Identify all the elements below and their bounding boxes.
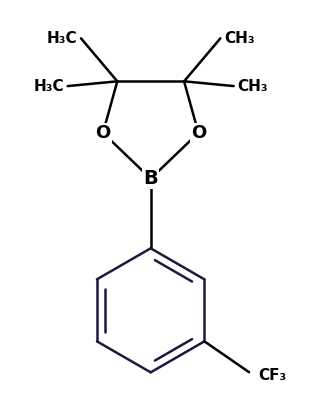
Text: H₃C: H₃C: [47, 31, 77, 46]
Text: CF₃: CF₃: [259, 369, 287, 384]
Text: CH₃: CH₃: [224, 31, 255, 46]
Text: H₃C: H₃C: [33, 79, 64, 94]
Text: O: O: [191, 124, 206, 142]
Text: B: B: [143, 169, 158, 188]
Text: CH₃: CH₃: [238, 79, 268, 94]
Text: O: O: [95, 124, 111, 142]
